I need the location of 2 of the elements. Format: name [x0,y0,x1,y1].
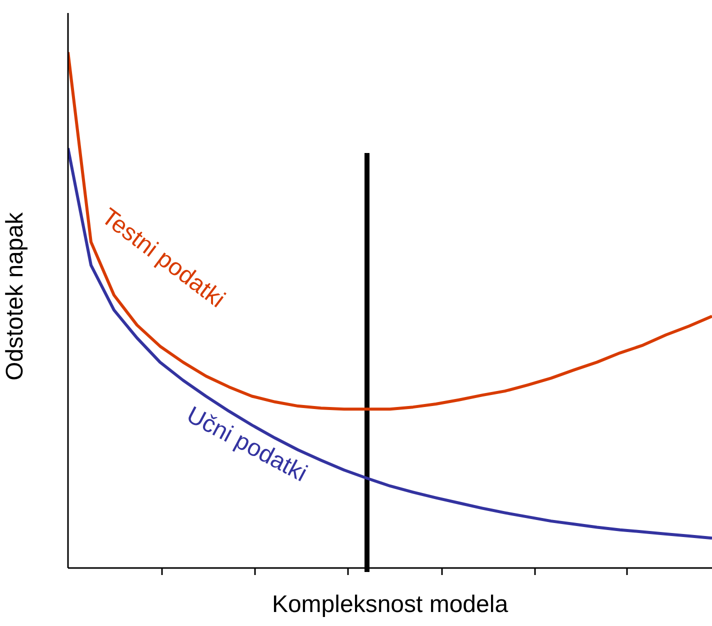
y-axis-title: Odstotek napak [2,211,29,380]
x-axis-title: Kompleksnost modela [272,591,509,618]
